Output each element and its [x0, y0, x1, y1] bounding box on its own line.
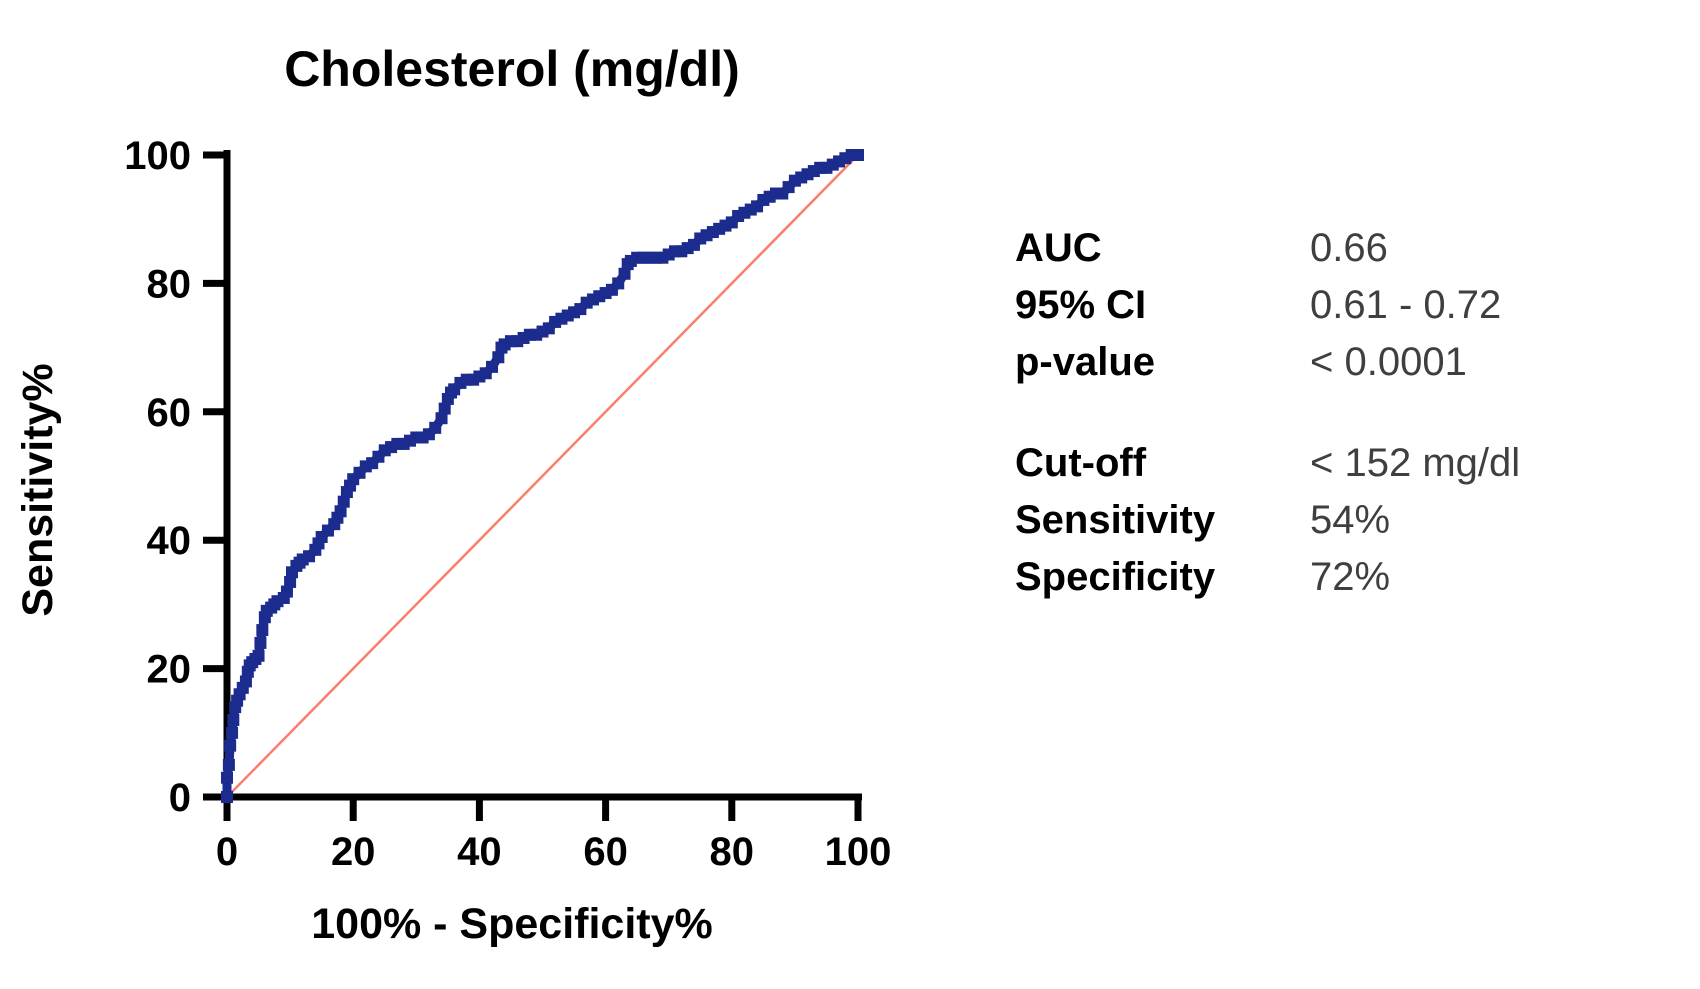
stat-value: 54%: [1310, 498, 1391, 542]
stats-group-cutoff: Cut-off < 152 mg/dl Sensitivity 54% Spec…: [1015, 435, 1520, 606]
roc-curve-marker: [486, 360, 499, 373]
y-tick-label: 20: [147, 648, 192, 692]
stat-value: 0.66: [1310, 226, 1388, 270]
roc-curve-marker: [239, 675, 252, 688]
stat-label: p-value: [1015, 340, 1156, 384]
y-tick-label: 60: [147, 391, 192, 435]
roc-curve-marker: [224, 739, 237, 752]
x-axis-ticks: 0 20 40 60 80 100: [216, 797, 892, 874]
y-axis-label: Sensitivity%: [14, 363, 62, 616]
x-tick-label: 60: [583, 830, 628, 874]
x-tick-label: 80: [710, 830, 755, 874]
roc-curve-marker: [284, 575, 297, 588]
stat-label: Cut-off: [1015, 441, 1147, 485]
y-tick-label: 80: [147, 262, 192, 306]
roc-curve-marker: [280, 585, 293, 598]
roc-curve-marker: [252, 649, 265, 662]
x-axis-label: 100% - Specificity%: [311, 900, 713, 948]
roc-curve-marker: [256, 624, 269, 637]
y-tick-label: 100: [124, 134, 191, 178]
roc-curve-marker: [675, 245, 688, 258]
roc-curve-marker: [429, 421, 442, 434]
y-tick-label: 40: [147, 519, 192, 563]
stat-label: Specificity: [1015, 555, 1216, 599]
reference-line: [226, 154, 859, 798]
stat-value: < 152 mg/dl: [1310, 441, 1521, 485]
roc-curve-marker: [222, 758, 235, 771]
stat-value: < 0.0001: [1310, 340, 1467, 384]
roc-curve-marker: [254, 636, 267, 649]
roc-curve-marker: [221, 791, 233, 803]
x-tick-label: 0: [216, 830, 238, 874]
roc-curve-marker: [337, 495, 350, 508]
roc-curve-marker: [669, 245, 682, 258]
roc-curve-marker: [618, 267, 631, 280]
stats-group-auc: AUC 0.66 95% CI 0.61 - 0.72 p-value < 0.…: [1015, 220, 1520, 391]
roc-curve-marker: [852, 149, 864, 161]
x-tick-label: 40: [457, 830, 502, 874]
y-tick-label: 0: [169, 776, 191, 820]
x-tick-label: 20: [331, 830, 376, 874]
roc-curve-marker: [227, 713, 240, 726]
roc-curve-marker: [221, 771, 233, 784]
stat-label: AUC: [1015, 226, 1102, 270]
roc-curve-marker: [438, 402, 451, 415]
roc-chart: Cholesterol (mg/dl) Sensitivity% 100% - …: [14, 41, 892, 948]
stat-value: 0.61 - 0.72: [1310, 283, 1502, 327]
roc-curve-marker: [226, 726, 239, 739]
stat-label: Sensitivity: [1015, 498, 1216, 542]
roc-curve-marker: [334, 505, 347, 518]
stat-label: 95% CI: [1015, 283, 1147, 327]
roc-curve-marker: [435, 412, 448, 425]
roc-curve-markers: [221, 149, 864, 803]
chart-title: Cholesterol (mg/dl): [284, 41, 740, 97]
roc-curve-marker: [612, 277, 625, 290]
roc-curve-marker: [492, 351, 505, 364]
x-tick-label: 100: [825, 830, 892, 874]
y-axis-ticks: 0 20 40 60 80 100: [124, 134, 227, 820]
stats-panel: AUC 0.66 95% CI 0.61 - 0.72 p-value < 0.…: [1015, 220, 1520, 606]
roc-chart-svg: Cholesterol (mg/dl) Sensitivity% 100% - …: [14, 41, 892, 948]
stat-value: 72%: [1310, 555, 1391, 599]
roc-curve-marker: [331, 511, 344, 524]
stats-gap: [1015, 391, 1520, 435]
